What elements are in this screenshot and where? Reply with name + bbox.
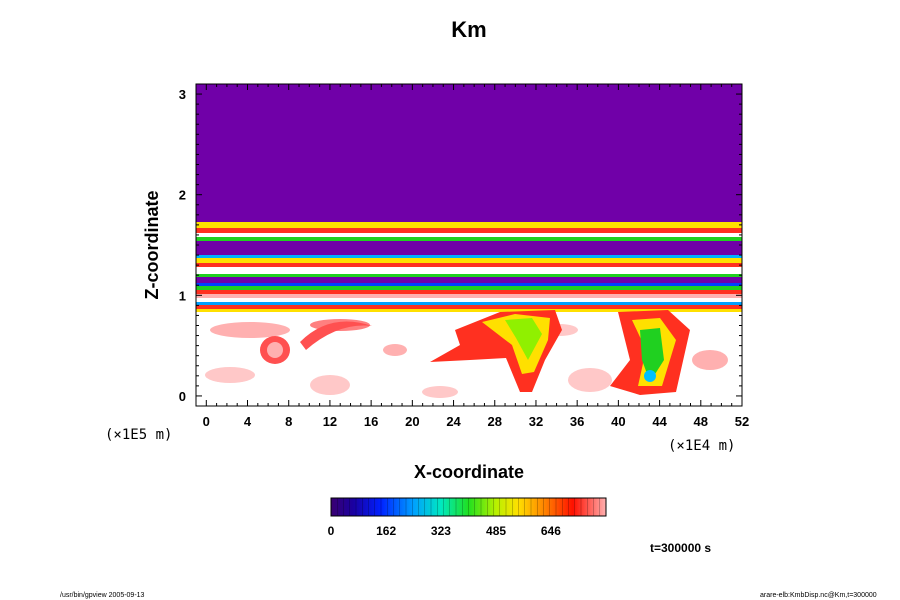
x-tick-label: 16 [364, 414, 378, 429]
heatmap-field [196, 84, 742, 406]
x-tick-label: 24 [446, 414, 461, 429]
y-tick-label: 2 [179, 188, 186, 203]
x-tick-label: 40 [611, 414, 625, 429]
x-tick-label: 4 [244, 414, 252, 429]
colorbar-tick-label: 323 [431, 524, 451, 538]
x-tick-label: 48 [694, 414, 708, 429]
region-upper-layer [196, 84, 742, 222]
chart-title: Km [451, 17, 486, 42]
colorbar-tick-label: 162 [376, 524, 396, 538]
footer-left: /usr/bin/gpview 2005-09-13 [60, 592, 145, 599]
y-tick-label: 3 [179, 87, 186, 102]
footer-right: arare-elb:KmbDisp.nc@Km,t=300000 [760, 592, 877, 599]
time-label: t=300000 s [650, 541, 711, 555]
region-plume-center [430, 310, 562, 392]
y-axis-title: Z-coordinate [142, 190, 162, 299]
colorbar-tick-label: 0 [328, 524, 335, 538]
colorbar-tick-label: 646 [541, 524, 561, 538]
x-tick-label: 36 [570, 414, 584, 429]
x-axis-title: X-coordinate [414, 462, 524, 482]
region-banded-layer [196, 222, 742, 312]
region-eddy [260, 321, 372, 364]
y-tick-label: 0 [179, 389, 186, 404]
x-tick-label: 20 [405, 414, 419, 429]
colorbar-tick-label: 485 [486, 524, 506, 538]
x-tick-label: 28 [488, 414, 502, 429]
z-scale-label: (×1E5 m) [105, 427, 172, 443]
colorbar-ticks: 0 162 323 485 646 [328, 498, 607, 538]
colorbar: 0 162 323 485 646 [328, 497, 607, 538]
x-tick-label: 44 [652, 414, 667, 429]
x-axis: 0 4 8 12 16 20 24 28 32 36 40 44 48 52 [195, 84, 749, 429]
y-axis: 0 1 2 3 [179, 83, 742, 407]
region-plume-right [610, 310, 690, 395]
x-tick-label: 8 [285, 414, 292, 429]
x-scale-label: (×1E4 m) [668, 438, 735, 454]
y-tick-label: 1 [179, 288, 186, 303]
x-tick-label: 32 [529, 414, 543, 429]
x-tick-label: 52 [735, 414, 749, 429]
x-tick-label: 0 [203, 414, 210, 429]
x-tick-label: 12 [323, 414, 337, 429]
